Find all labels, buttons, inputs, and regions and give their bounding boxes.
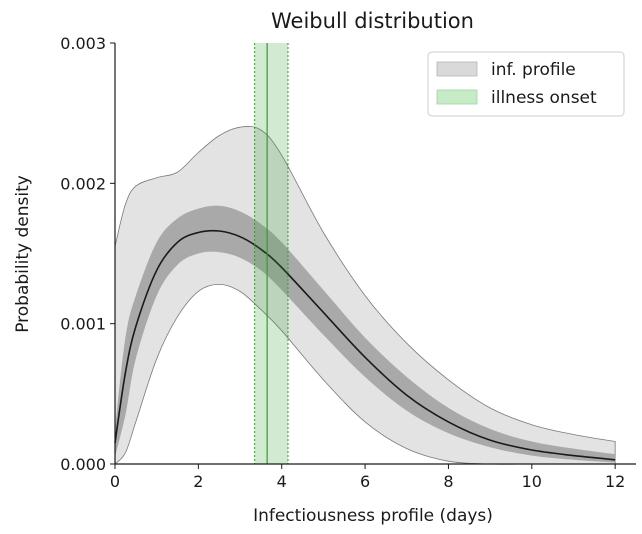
y-axis-label: Probability density	[13, 175, 33, 333]
median-line	[114, 229, 616, 461]
legend-label: inf. profile	[491, 60, 576, 80]
legend-swatch	[436, 89, 478, 105]
y-tick-label: 0.000	[60, 455, 106, 474]
x-tick-label: 12	[605, 472, 625, 491]
x-tick-label: 10	[522, 472, 542, 491]
x-tick-label: 8	[443, 472, 453, 491]
y-tick-label: 0.001	[60, 315, 106, 334]
legend-label: illness onset	[491, 88, 597, 108]
legend: inf. profile illness onset	[427, 51, 625, 117]
x-tick-label: 6	[360, 472, 370, 491]
y-tick-label: 0.003	[60, 34, 106, 53]
band-50-area	[115, 205, 616, 463]
band-95-area	[114, 126, 616, 466]
legend-swatch	[436, 61, 478, 77]
axes-layer: 0 2 4 6 8 10 12 0.000 0.001 0.002 0.003	[60, 34, 636, 491]
x-tick-label: 0	[110, 472, 120, 491]
x-axis-label: Infectiousness profile (days)	[253, 506, 493, 526]
onset-band	[254, 43, 288, 464]
y-tick-label: 0.002	[60, 174, 106, 193]
bands-layer	[114, 126, 616, 466]
x-tick-label: 4	[277, 472, 287, 491]
chart-title: Weibull distribution	[271, 9, 474, 33]
x-tick-label: 2	[193, 472, 203, 491]
illness-onset-layer	[254, 43, 289, 464]
